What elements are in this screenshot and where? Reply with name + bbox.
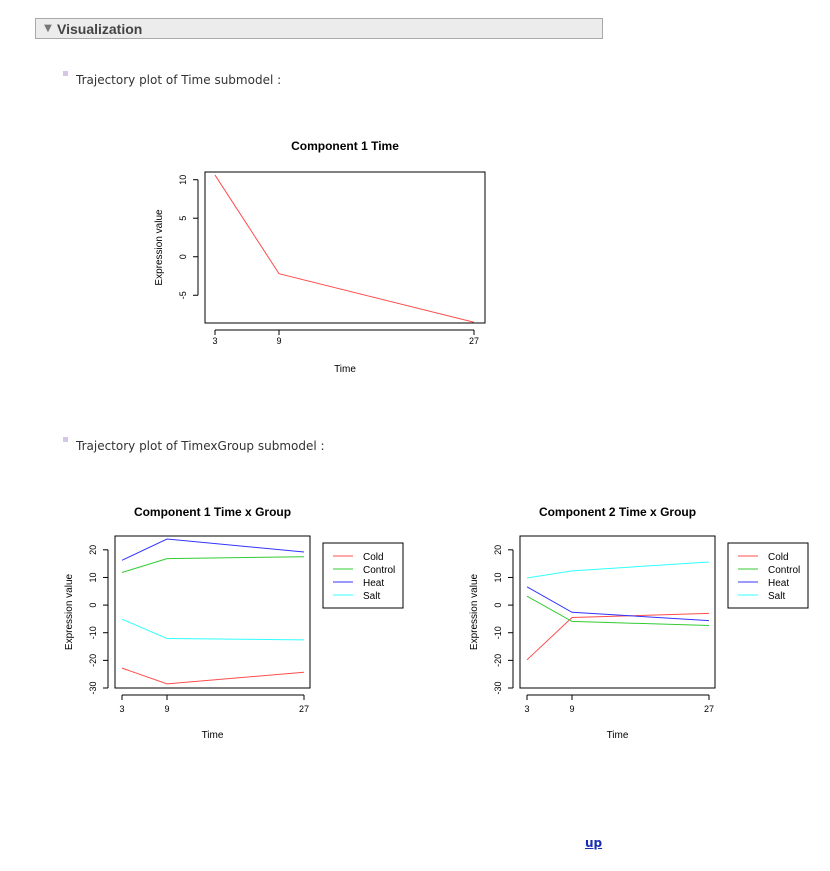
y-tick-label: -10 <box>88 626 98 639</box>
x-tick-label: 27 <box>704 704 714 714</box>
time-trajectory-plot: Component 1 Time 3 9 27 Time 10 5 0 -5 Expression… <box>154 139 486 375</box>
plot-frame <box>519 535 716 689</box>
y-tick-label: -20 <box>88 654 98 667</box>
y-tick-label: -30 <box>493 681 503 694</box>
y-tick-label: -30 <box>88 681 98 694</box>
series-line-heat <box>121 538 305 561</box>
x-tick-label: 27 <box>299 704 309 714</box>
y-axis-label: Expression value <box>64 573 75 650</box>
series-line-cold <box>526 612 710 661</box>
y-tick-label: -5 <box>178 291 188 299</box>
x-tick-label: 3 <box>212 336 217 346</box>
timexgroup-submodel-label: Trajectory plot of TimexGroup submodel : <box>76 439 325 453</box>
legend-label-salt: Salt <box>768 591 785 602</box>
legend-box <box>322 542 404 609</box>
y-tick-label: 10 <box>493 572 503 582</box>
y-axis-label: Expression value <box>154 209 165 286</box>
x-tick-label: 9 <box>276 336 281 346</box>
y-tick-label: -20 <box>493 654 503 667</box>
series-line-cold <box>121 667 305 685</box>
y-tick-label: 20 <box>493 545 503 555</box>
legend-label-cold: Cold <box>768 552 789 563</box>
time-submodel-label: Trajectory plot of Time submodel : <box>76 73 282 87</box>
legend-label-cold: Cold <box>363 552 384 563</box>
x-tick-label: 3 <box>119 704 124 714</box>
collapse-triangle-icon[interactable]: ▼ <box>44 23 52 34</box>
y-axis-label: Expression value <box>469 573 480 650</box>
series-line-salt <box>526 561 710 579</box>
chart-title: Component 2 Time x Group <box>539 505 696 519</box>
component1-timexgroup-plot: Component 1 Time x Group 3 9 27 Time 20 10 0 -10… <box>64 505 404 741</box>
legend-label-heat: Heat <box>768 578 789 589</box>
x-axis-label: Time <box>334 364 356 375</box>
bullet-icon <box>63 71 68 76</box>
series-line-control <box>526 595 710 627</box>
legend-label-control: Control <box>768 565 800 576</box>
plot-frame <box>114 535 311 689</box>
y-tick-label: 0 <box>493 603 503 608</box>
legend-label-salt: Salt <box>363 591 380 602</box>
y-tick-label: 0 <box>88 603 98 608</box>
time-submodel-heading: Trajectory plot of Time submodel : <box>63 71 282 87</box>
x-tick-label: 9 <box>164 704 169 714</box>
plot-frame <box>204 171 486 324</box>
chart-title: Component 1 Time x Group <box>134 505 291 519</box>
y-tick-label: -10 <box>493 626 503 639</box>
y-tick-label: 10 <box>88 572 98 582</box>
timexgroup-submodel-heading: Trajectory plot of TimexGroup submodel : <box>63 437 325 453</box>
series-line-heat <box>526 586 710 622</box>
y-tick-label: 5 <box>178 216 188 221</box>
series-line-salt <box>121 618 305 641</box>
component2-timexgroup-plot: Component 2 Time x Group 3 9 27 Time 20 10 0 -10… <box>469 505 809 741</box>
y-tick-label: 0 <box>178 254 188 259</box>
x-axis-label: Time <box>607 730 629 741</box>
legend-box <box>727 542 809 609</box>
section-title: Visualization <box>57 20 143 37</box>
y-tick-label: 10 <box>178 175 188 185</box>
x-tick-label: 27 <box>469 336 479 346</box>
y-tick-label: 20 <box>88 545 98 555</box>
series-line-single <box>214 174 475 323</box>
legend-label-heat: Heat <box>363 578 384 589</box>
visualization-section-header[interactable]: ▼ Visualization <box>35 18 603 39</box>
x-tick-label: 9 <box>569 704 574 714</box>
chart-title: Component 1 Time <box>291 139 399 153</box>
series-line-control <box>121 556 305 573</box>
legend-label-control: Control <box>363 565 395 576</box>
bullet-icon <box>63 437 68 442</box>
up-link[interactable]: up <box>585 836 603 850</box>
x-tick-label: 3 <box>524 704 529 714</box>
x-axis-label: Time <box>202 730 224 741</box>
